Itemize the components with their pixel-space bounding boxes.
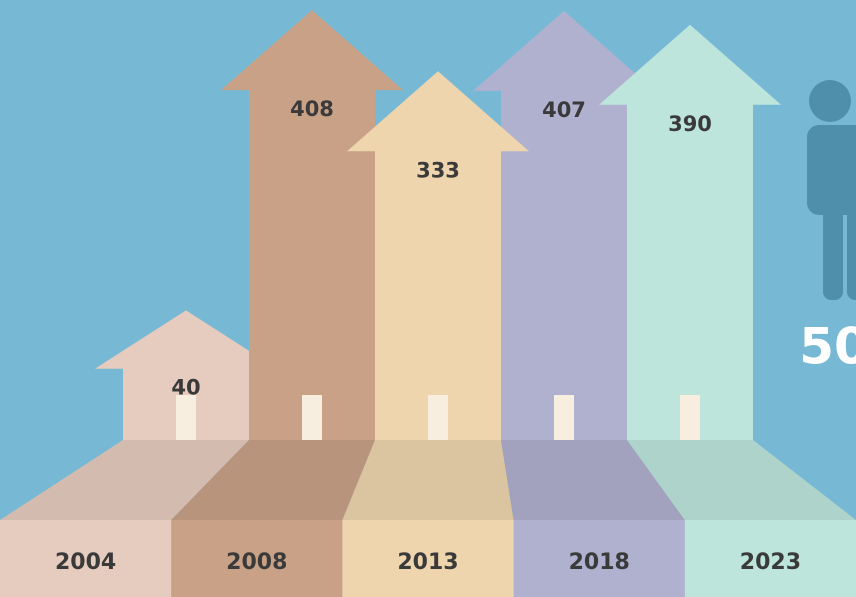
value-label: 407 xyxy=(542,98,586,122)
category-label: 2018 xyxy=(569,550,630,575)
value-label: 408 xyxy=(290,97,334,121)
person-icon xyxy=(807,80,856,300)
category-label: 2023 xyxy=(740,550,801,575)
floor xyxy=(171,440,375,520)
floor xyxy=(627,440,856,520)
floor xyxy=(501,440,685,520)
floor xyxy=(0,440,249,520)
door xyxy=(176,395,196,440)
category-band xyxy=(342,520,515,597)
arrow xyxy=(347,71,529,440)
arrow xyxy=(599,24,781,440)
value-label: 40 xyxy=(171,376,200,400)
arrow xyxy=(473,10,655,440)
arrow xyxy=(95,310,277,440)
category-band xyxy=(513,520,686,597)
category-label: 2008 xyxy=(226,550,287,575)
door xyxy=(302,395,322,440)
value-label: 333 xyxy=(416,158,460,182)
category-band xyxy=(684,520,856,597)
value-label: 390 xyxy=(668,112,712,136)
annotation: 50 xyxy=(799,318,856,376)
floor xyxy=(342,440,514,520)
category-band xyxy=(0,520,172,597)
door xyxy=(428,395,448,440)
category-band xyxy=(171,520,343,597)
door xyxy=(554,395,574,440)
category-label: 2004 xyxy=(55,550,116,575)
category-label: 2013 xyxy=(397,550,458,575)
arrow xyxy=(221,10,403,441)
door xyxy=(680,395,700,440)
